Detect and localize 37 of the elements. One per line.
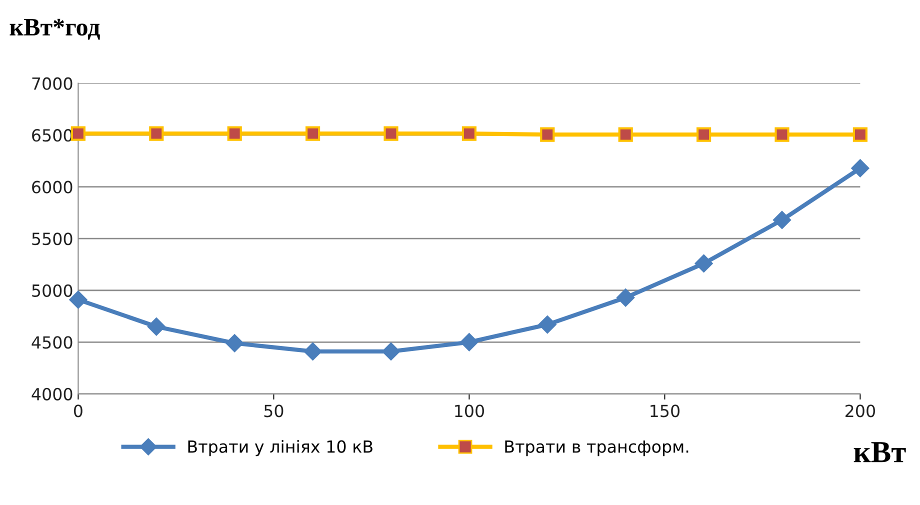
y-axis-title: кВт*год bbox=[10, 18, 100, 40]
point bbox=[226, 334, 244, 352]
point bbox=[149, 126, 164, 141]
point bbox=[616, 288, 634, 307]
point bbox=[851, 159, 870, 178]
point bbox=[618, 127, 633, 142]
point bbox=[382, 342, 400, 360]
x-tick-label: 200 bbox=[846, 404, 875, 418]
y-tick-label: 4000 bbox=[32, 388, 72, 400]
y-tick-label: 4500 bbox=[32, 336, 72, 349]
point bbox=[227, 126, 242, 141]
y-tick-label: 7000 bbox=[32, 77, 72, 90]
legend-label: Втрати у лініях 10 кВ bbox=[188, 440, 372, 456]
x-tick-label: 50 bbox=[264, 404, 284, 418]
y-tick-label: 6000 bbox=[32, 180, 72, 194]
point bbox=[774, 127, 790, 142]
point bbox=[462, 126, 476, 141]
y-tick-label: 5000 bbox=[32, 284, 72, 297]
point bbox=[384, 126, 398, 141]
point bbox=[694, 254, 713, 272]
point bbox=[304, 342, 322, 360]
x-tick-label: 150 bbox=[650, 404, 680, 418]
point bbox=[773, 211, 791, 229]
point bbox=[306, 126, 320, 141]
y-tick-label: 5500 bbox=[32, 232, 72, 246]
point bbox=[696, 127, 712, 142]
point bbox=[852, 127, 868, 142]
x-tick-label: 100 bbox=[455, 404, 484, 418]
y-tick-label: 6500 bbox=[32, 129, 72, 142]
point bbox=[460, 333, 478, 352]
x-tick-label: 0 bbox=[74, 404, 82, 418]
point bbox=[148, 318, 166, 336]
point bbox=[540, 127, 555, 142]
legend-label: Втрати в трансформ. bbox=[505, 440, 688, 456]
point bbox=[538, 316, 556, 334]
point bbox=[70, 126, 86, 141]
x-axis-title: кВт bbox=[854, 442, 906, 462]
